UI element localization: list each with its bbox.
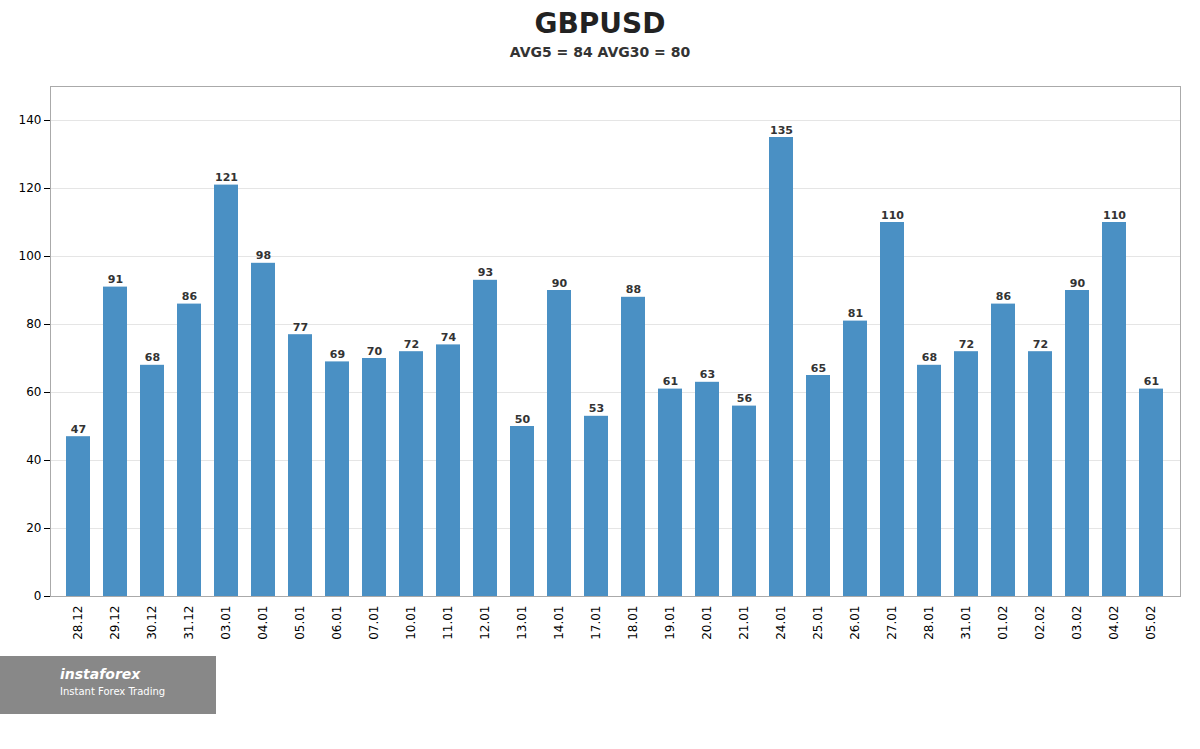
svg-text:14.01: 14.01 xyxy=(552,606,566,640)
svg-text:110: 110 xyxy=(1103,209,1126,222)
svg-text:60: 60 xyxy=(26,385,41,399)
svg-text:69: 69 xyxy=(330,348,345,361)
svg-text:81: 81 xyxy=(848,307,863,320)
svg-text:02.02: 02.02 xyxy=(1033,606,1047,640)
svg-text:19.01: 19.01 xyxy=(663,606,677,640)
html-text:AVG5 = 84 AVG30 = 80: AVG5 = 84 AVG30 = 80 xyxy=(509,44,691,60)
svg-text:68: 68 xyxy=(145,351,160,364)
svg-text:05.01: 05.01 xyxy=(293,606,307,640)
svg-text:86: 86 xyxy=(996,290,1012,303)
svg-text:61: 61 xyxy=(663,375,678,388)
svg-text:40: 40 xyxy=(26,453,41,467)
svg-text:28.01: 28.01 xyxy=(922,606,936,640)
svg-text:77: 77 xyxy=(293,321,308,334)
svg-text:20.01: 20.01 xyxy=(700,606,714,640)
svg-text:68: 68 xyxy=(922,351,937,364)
html-text:Instant Forex Trading: Instant Forex Trading xyxy=(60,686,166,697)
svg-text:74: 74 xyxy=(441,331,457,344)
svg-text:61: 61 xyxy=(1144,375,1159,388)
svg-text:120: 120 xyxy=(19,181,42,195)
svg-text:27.01: 27.01 xyxy=(885,606,899,640)
svg-text:12.01: 12.01 xyxy=(478,606,492,640)
svg-text:06.01: 06.01 xyxy=(330,606,344,640)
svg-text:86: 86 xyxy=(182,290,198,303)
svg-text:50: 50 xyxy=(515,413,531,426)
svg-text:25.01: 25.01 xyxy=(811,606,825,640)
svg-text:20: 20 xyxy=(26,521,41,535)
svg-text:72: 72 xyxy=(959,338,974,351)
svg-text:03.02: 03.02 xyxy=(1070,606,1084,640)
svg-text:110: 110 xyxy=(881,209,904,222)
svg-text:93: 93 xyxy=(478,266,493,279)
svg-text:98: 98 xyxy=(256,249,271,262)
svg-text:80: 80 xyxy=(26,317,41,331)
svg-text:31.12: 31.12 xyxy=(182,606,196,640)
svg-text:10.01: 10.01 xyxy=(404,606,418,640)
svg-text:121: 121 xyxy=(215,171,238,184)
svg-text:70: 70 xyxy=(367,345,383,358)
svg-text:91: 91 xyxy=(108,273,123,286)
svg-text:26.01: 26.01 xyxy=(848,606,862,640)
svg-text:17.01: 17.01 xyxy=(589,606,603,640)
svg-text:07.01: 07.01 xyxy=(367,606,381,640)
html-text:GBPUSD: GBPUSD xyxy=(534,7,666,40)
svg-text:30.12: 30.12 xyxy=(145,606,159,640)
svg-text:100: 100 xyxy=(19,249,42,263)
svg-text:65: 65 xyxy=(811,362,826,375)
svg-text:31.01: 31.01 xyxy=(959,606,973,640)
svg-text:47: 47 xyxy=(71,423,86,436)
svg-text:11.01: 11.01 xyxy=(441,606,455,640)
html-text:instaforex: instaforex xyxy=(60,666,141,682)
svg-text:28.12: 28.12 xyxy=(71,606,85,640)
svg-text:18.01: 18.01 xyxy=(626,606,640,640)
svg-text:21.01: 21.01 xyxy=(737,606,751,640)
svg-text:29.12: 29.12 xyxy=(108,606,122,640)
svg-text:72: 72 xyxy=(404,338,419,351)
svg-text:01.02: 01.02 xyxy=(996,606,1010,640)
svg-text:135: 135 xyxy=(770,124,793,137)
svg-text:56: 56 xyxy=(737,392,753,405)
svg-text:24.01: 24.01 xyxy=(774,606,788,640)
svg-text:04.02: 04.02 xyxy=(1107,606,1121,640)
svg-text:63: 63 xyxy=(700,368,715,381)
svg-text:88: 88 xyxy=(626,283,641,296)
svg-text:90: 90 xyxy=(1070,277,1086,290)
svg-text:04.01: 04.01 xyxy=(256,606,270,640)
svg-text:05.02: 05.02 xyxy=(1144,606,1158,640)
svg-text:90: 90 xyxy=(552,277,568,290)
svg-text:13.01: 13.01 xyxy=(515,606,529,640)
svg-text:72: 72 xyxy=(1033,338,1048,351)
svg-text:140: 140 xyxy=(19,113,42,127)
svg-text:03.01: 03.01 xyxy=(219,606,233,640)
svg-text:53: 53 xyxy=(589,402,604,415)
svg-text:0: 0 xyxy=(34,589,42,603)
